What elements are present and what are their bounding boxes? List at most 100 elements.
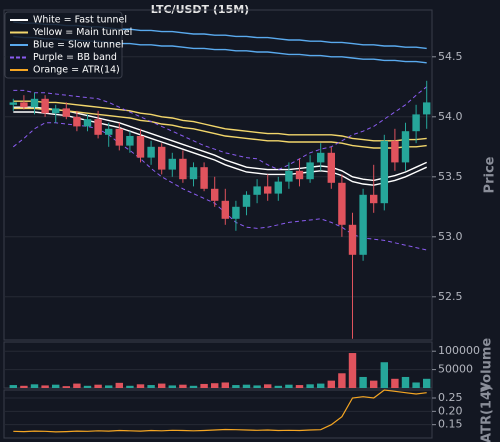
volume-bar <box>20 385 28 388</box>
candle-body <box>306 162 314 180</box>
volume-bar <box>359 376 367 388</box>
volume-bar <box>200 383 208 388</box>
tunnel-line <box>13 100 427 142</box>
y-axis-label: Volume <box>480 338 495 393</box>
candle-body <box>295 170 304 180</box>
volume-bar <box>179 384 187 388</box>
volume-bar <box>263 384 272 388</box>
volume-bar <box>242 384 251 388</box>
legend-label: Yellow = Main tunnel <box>32 27 132 38</box>
volume-bar <box>295 385 304 388</box>
candle-body <box>51 108 60 114</box>
volume-bar <box>136 384 145 388</box>
volume-bar <box>316 383 325 388</box>
candle-body <box>9 102 18 105</box>
candle-body <box>242 194 251 207</box>
volume-bar <box>306 384 314 388</box>
y-tick-label: 53.0 <box>438 230 463 243</box>
volume-bar <box>327 380 336 388</box>
y-tick-label: 52.5 <box>438 290 463 303</box>
y-tick-label: 0.15 <box>438 418 463 431</box>
candle-body <box>157 146 166 170</box>
y-tick-label: 0.20 <box>438 404 463 417</box>
candle-body <box>274 181 283 194</box>
legend-label: Orange = ATR(14) <box>33 65 120 76</box>
volume-bar <box>274 385 283 388</box>
volume-bar <box>391 378 399 388</box>
candle-body <box>104 128 113 135</box>
y-tick-label: 54.0 <box>438 110 463 123</box>
tunnel-line <box>13 106 427 182</box>
volume-bar <box>189 385 198 388</box>
candle-body <box>200 167 208 189</box>
y-axis-label: Price <box>483 156 498 193</box>
candle-body <box>73 116 81 127</box>
candle-body <box>338 182 346 225</box>
candle-body <box>348 224 357 255</box>
legend-label: Purple = BB band <box>33 52 117 63</box>
volume-bar <box>41 385 49 388</box>
tunnel-line <box>13 111 427 186</box>
candle-body <box>359 194 367 255</box>
panel-frame <box>3 389 433 439</box>
candle-body <box>316 152 325 163</box>
candle-body <box>232 206 240 219</box>
candle-body <box>147 146 155 158</box>
volume-bar <box>9 385 18 388</box>
candle-body <box>136 136 145 158</box>
y-tick-label: 50000 <box>438 363 473 376</box>
y-tick-label: 0.25 <box>438 391 463 404</box>
candle-body <box>30 98 39 108</box>
candle-body <box>422 102 431 115</box>
volume-bar <box>126 385 134 388</box>
candle-body <box>168 158 177 170</box>
candle-body <box>115 128 124 146</box>
volume-bar <box>51 384 60 388</box>
volume-bar <box>83 385 92 388</box>
candle-body <box>380 140 389 204</box>
volume-bar <box>232 385 240 388</box>
y-tick-label: 53.5 <box>438 170 463 183</box>
candle-body <box>126 136 134 146</box>
volume-bar <box>338 373 346 388</box>
atr-line <box>13 389 427 433</box>
volume-bar <box>285 384 293 388</box>
y-axis-label: ATR(14) <box>480 385 495 442</box>
volume-bar <box>221 382 230 388</box>
candle-body <box>94 119 102 135</box>
candle-body <box>179 158 187 180</box>
tunnel-line <box>13 86 428 171</box>
candle-body <box>189 167 198 180</box>
candle-body <box>401 131 410 163</box>
y-tick-label: 54.5 <box>438 50 463 63</box>
volume-bar <box>348 353 357 388</box>
tunnel-line <box>13 107 427 149</box>
candle-body <box>210 188 219 201</box>
volume-bar <box>210 383 219 388</box>
y-tick-label: 100000 <box>438 344 480 357</box>
volume-bar <box>412 382 420 388</box>
candle-body <box>41 98 49 114</box>
volume-bar <box>369 380 378 388</box>
volume-bar <box>422 378 431 388</box>
volume-bar <box>168 385 177 388</box>
volume-bar <box>73 383 81 388</box>
candle-body <box>20 102 28 108</box>
legend-box <box>4 11 123 79</box>
candle-body <box>369 194 378 204</box>
candle-body <box>412 114 420 132</box>
volume-bar <box>115 382 124 388</box>
candle-body <box>221 200 230 219</box>
volume-bar <box>94 384 102 388</box>
volume-bar <box>62 386 71 388</box>
candle-body <box>327 152 336 183</box>
candle-body <box>285 170 293 182</box>
candle-body <box>391 140 399 163</box>
candle-body <box>253 186 261 195</box>
volume-bar <box>157 383 166 388</box>
legend-label: White = Fast tunnel <box>33 15 127 26</box>
candle-body <box>263 186 272 194</box>
volume-bar <box>401 376 410 388</box>
panel-frame <box>3 9 433 341</box>
volume-bar <box>380 362 389 388</box>
